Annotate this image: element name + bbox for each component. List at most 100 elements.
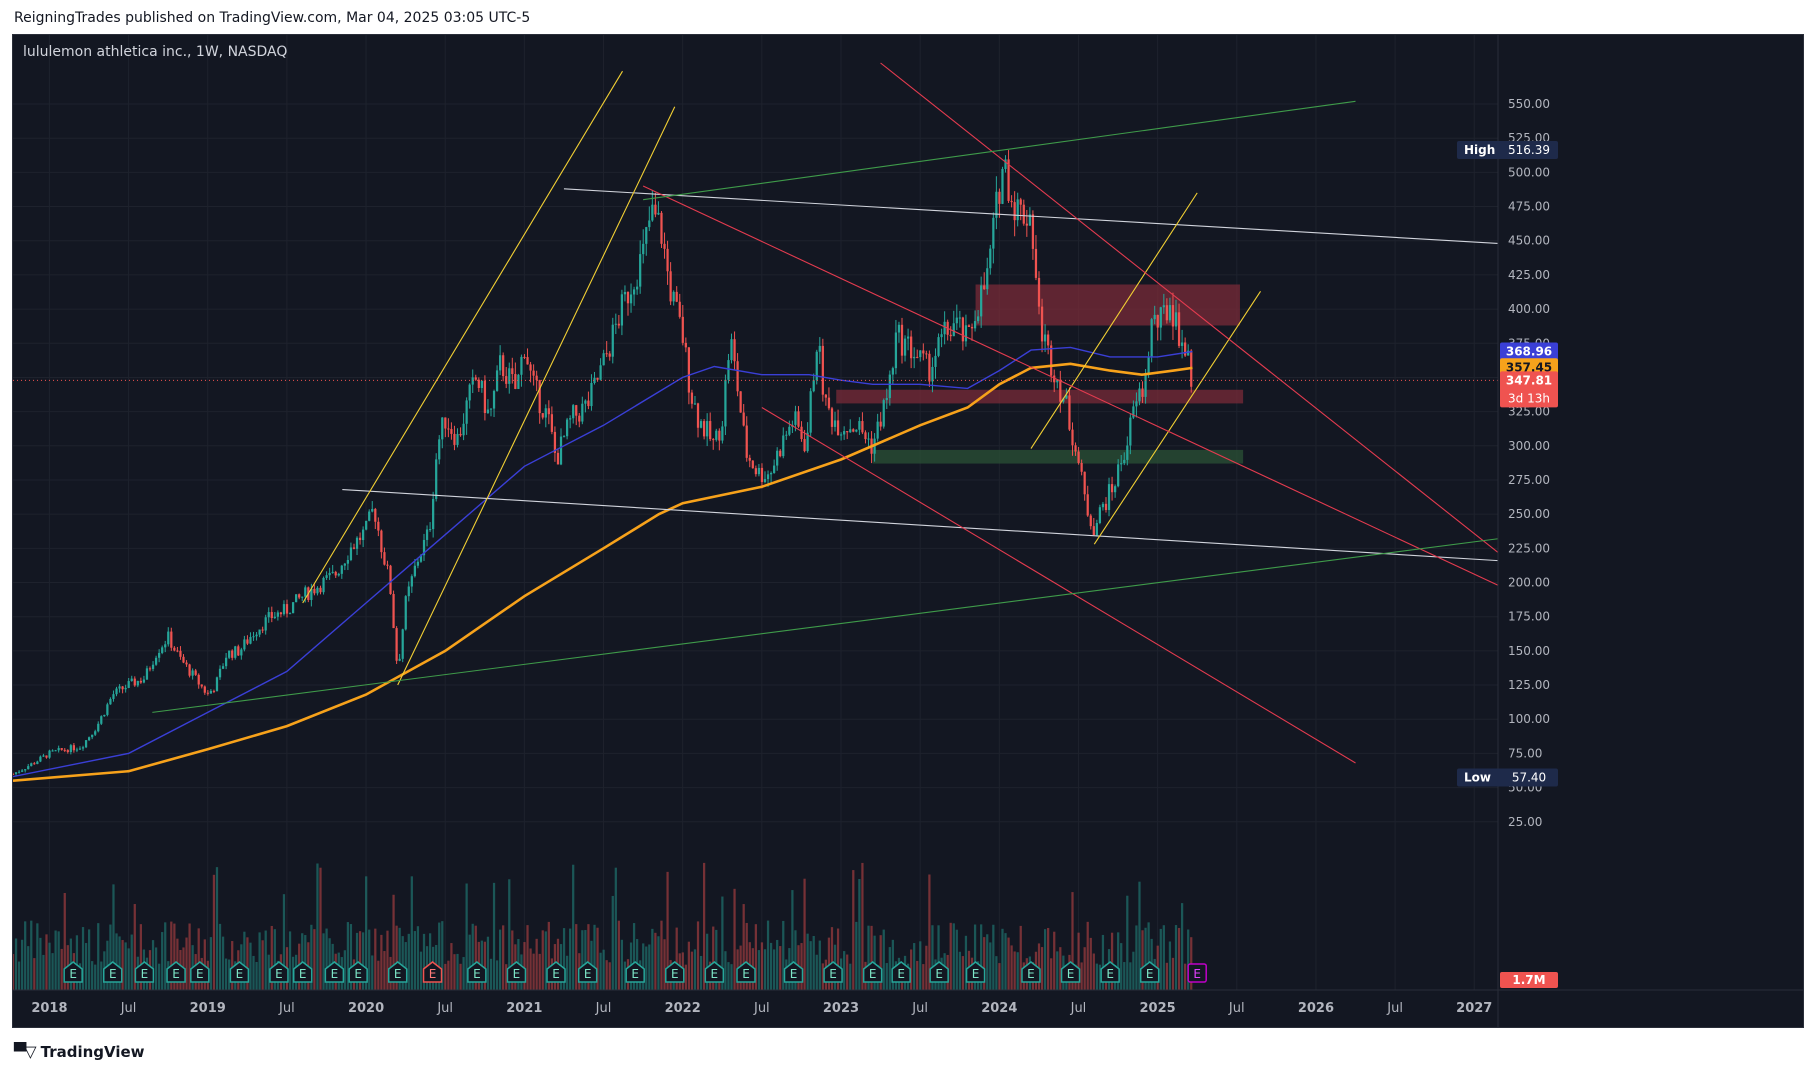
- price-tick-label: 550.00: [1508, 97, 1550, 111]
- trend-line-green[interactable]: [152, 538, 1499, 713]
- candle-body: [523, 356, 526, 358]
- volume-bar: [243, 931, 246, 990]
- volume-bar: [620, 939, 624, 990]
- earnings-marker[interactable]: E: [965, 961, 986, 983]
- candle-body: [1010, 200, 1013, 203]
- volume-bar: [919, 941, 922, 990]
- earnings-marker[interactable]: E: [891, 961, 911, 983]
- symbol-title[interactable]: lululemon athletica inc., 1W, NASDAQ: [23, 44, 288, 60]
- earnings-shape: [736, 961, 756, 983]
- candle-body: [63, 749, 66, 751]
- candle-body: [754, 468, 757, 475]
- earnings-marker[interactable]: E: [324, 961, 345, 983]
- earnings-marker[interactable]: E: [506, 961, 527, 983]
- earnings-label: E: [829, 967, 837, 981]
- earnings-marker[interactable]: E: [190, 961, 210, 983]
- volume-bar: [973, 924, 977, 990]
- volume-bar: [989, 942, 992, 990]
- trend-line-yellow[interactable]: [1030, 192, 1198, 449]
- tradingview-logo[interactable]: ▀▽ TradingView: [14, 1042, 145, 1061]
- trend-line-red[interactable]: [761, 407, 1356, 764]
- earnings-marker[interactable]: E: [134, 961, 155, 983]
- earnings-marker[interactable]: E: [1021, 961, 1041, 983]
- volume-bar: [252, 955, 255, 990]
- earnings-marker[interactable]: E: [929, 961, 949, 983]
- earnings-marker[interactable]: E: [166, 961, 186, 983]
- volume-bar: [706, 933, 709, 990]
- trend-line-yellow[interactable]: [1093, 291, 1261, 545]
- earnings-marker[interactable]: E: [348, 961, 368, 983]
- earnings-marker[interactable]: E: [387, 961, 408, 983]
- earnings-marker[interactable]: E: [422, 961, 443, 983]
- price-axis[interactable]: 550.00525.00500.00475.00450.00425.00400.…: [1497, 35, 1550, 1027]
- earnings-marker[interactable]: E: [577, 961, 598, 983]
- earnings-marker[interactable]: E: [1060, 961, 1081, 983]
- earnings-marker[interactable]: E: [1187, 963, 1207, 983]
- earnings-marker[interactable]: E: [292, 961, 313, 983]
- volume-bar: [438, 922, 441, 990]
- candle-body: [194, 670, 197, 675]
- trend-line-red[interactable]: [880, 62, 1499, 553]
- volume-bar: [699, 955, 703, 990]
- candle-body: [1089, 515, 1092, 527]
- candle-body: [776, 450, 779, 466]
- trend-line-green[interactable]: [643, 100, 1356, 201]
- volume-bar: [964, 935, 968, 990]
- candle-body: [742, 412, 745, 426]
- candle-body: [617, 323, 620, 326]
- earnings-marker[interactable]: E: [625, 961, 645, 983]
- candle-body: [145, 668, 149, 680]
- volume-bar: [474, 925, 477, 990]
- candle-body: [824, 394, 828, 398]
- candle-body: [687, 347, 691, 393]
- earnings-shape: [862, 961, 883, 983]
- trend-line-red[interactable]: [642, 185, 1499, 586]
- earnings-marker[interactable]: E: [783, 961, 804, 983]
- candle-body: [693, 403, 697, 405]
- earnings-marker[interactable]: E: [467, 961, 487, 983]
- earnings-marker[interactable]: E: [704, 961, 725, 983]
- earnings-marker[interactable]: E: [229, 961, 250, 983]
- candle-body: [846, 431, 849, 433]
- time-axis[interactable]: 2018 Jul 2019 Jul 2020 Jul 2021 Jul 2022 Jul 2023 J…: [13, 989, 1803, 1016]
- earnings-marker[interactable]: E: [1139, 961, 1160, 983]
- time-tick-label: 2027: [1456, 1001, 1492, 1016]
- earnings-marker[interactable]: E: [102, 961, 123, 983]
- trend-line-white[interactable]: [342, 488, 1499, 562]
- candle-body: [913, 356, 916, 359]
- candle-body: [471, 377, 474, 385]
- volume-bar: [696, 921, 700, 990]
- trend-line-yellow[interactable]: [397, 106, 676, 686]
- candle-body: [1034, 248, 1038, 278]
- volume-bar: [13, 954, 15, 990]
- trend-line-white[interactable]: [563, 188, 1499, 245]
- earnings-marker[interactable]: E: [862, 961, 883, 983]
- candle-body: [556, 452, 560, 465]
- earnings-marker[interactable]: E: [823, 961, 843, 983]
- candle-body: [337, 573, 340, 576]
- earnings-marker[interactable]: E: [269, 961, 289, 983]
- volume-bar: [203, 939, 206, 990]
- earnings-marker[interactable]: E: [63, 961, 83, 983]
- volume-bar: [81, 927, 85, 990]
- volume-bar: [1007, 937, 1010, 990]
- candle-body: [663, 243, 666, 249]
- trend-line-yellow[interactable]: [302, 70, 623, 604]
- candle-body: [958, 317, 961, 319]
- candle-body: [1110, 484, 1114, 493]
- price-tick-label: 425.00: [1508, 268, 1550, 282]
- candle-body: [699, 421, 703, 428]
- earnings-marker[interactable]: E: [546, 961, 566, 983]
- candle-body: [288, 613, 292, 615]
- earnings-marker[interactable]: E: [665, 961, 685, 983]
- volume-bar: [261, 940, 264, 990]
- earnings-label: E: [299, 967, 307, 981]
- candle-body: [97, 723, 100, 732]
- earnings-marker[interactable]: E: [736, 961, 756, 983]
- trend-lines[interactable]: [152, 62, 1499, 764]
- earnings-marker[interactable]: E: [1100, 961, 1120, 983]
- candle-body: [325, 575, 328, 578]
